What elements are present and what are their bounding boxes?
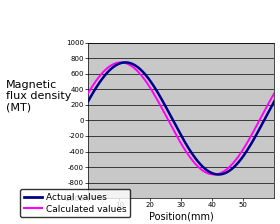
X-axis label: Position(mm): Position(mm): [149, 211, 214, 221]
Text: Magnetic
flux density
(MT): Magnetic flux density (MT): [6, 80, 71, 113]
Legend: Actual values, Calculated values: Actual values, Calculated values: [20, 189, 130, 217]
